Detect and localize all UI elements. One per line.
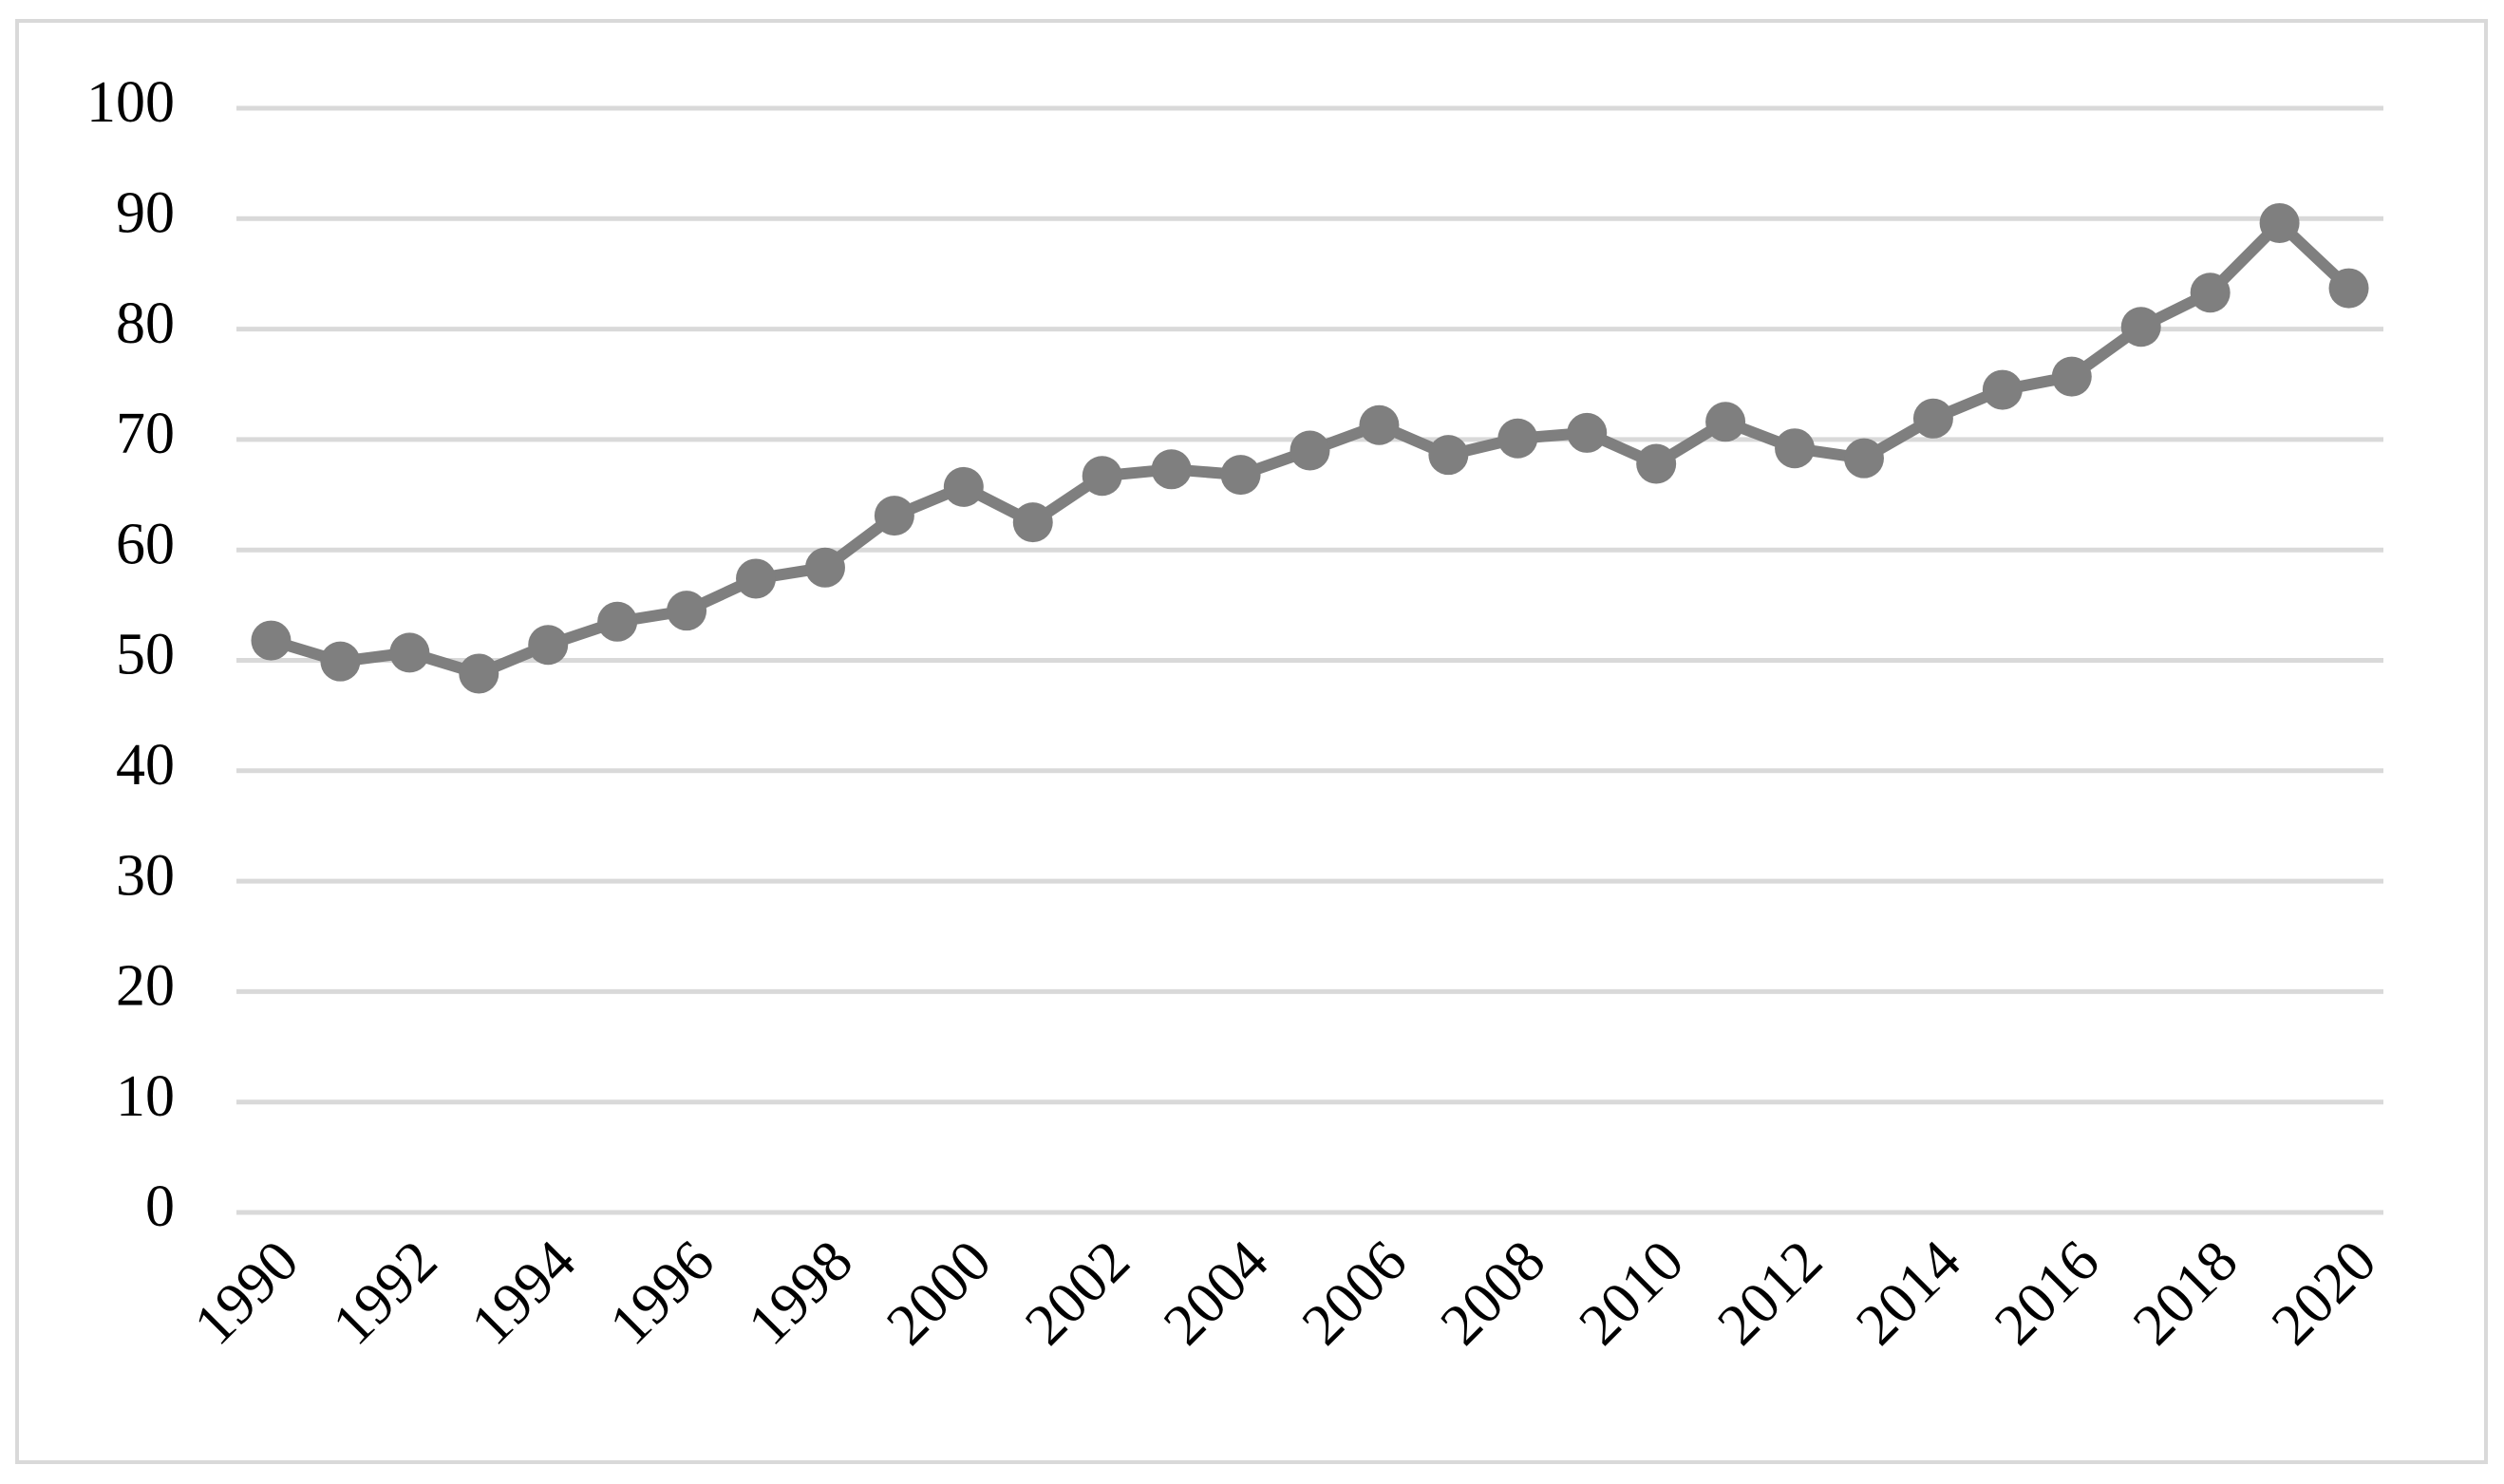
marker — [2120, 307, 2161, 348]
marker — [2259, 202, 2300, 243]
y-tick-label: 30 — [116, 843, 175, 908]
marker — [1220, 455, 1261, 496]
marker — [1636, 443, 1677, 484]
marker — [2051, 356, 2092, 397]
marker — [1151, 449, 1192, 490]
y-tick-label: 60 — [116, 512, 175, 576]
marker — [1359, 404, 1400, 445]
marker — [459, 653, 499, 694]
marker — [1705, 402, 1746, 442]
y-tick-label: 0 — [145, 1174, 175, 1239]
y-tick-label: 90 — [116, 181, 175, 246]
y-tick-label: 80 — [116, 291, 175, 356]
marker — [1912, 398, 1953, 439]
marker — [1290, 430, 1330, 471]
marker — [1982, 369, 2023, 410]
marker — [1428, 435, 1469, 476]
marker — [667, 591, 707, 631]
marker — [1775, 428, 1816, 469]
marker — [804, 547, 845, 588]
y-tick-label: 70 — [116, 402, 175, 466]
marker — [736, 558, 777, 599]
y-tick-label: 100 — [86, 70, 175, 135]
y-tick-label: 20 — [116, 954, 175, 1019]
y-tick-label: 10 — [116, 1064, 175, 1129]
marker — [2328, 268, 2369, 309]
chart-frame — [15, 19, 2488, 1464]
marker — [597, 601, 638, 642]
marker — [1012, 502, 1053, 543]
marker — [874, 496, 914, 536]
marker — [320, 641, 361, 682]
marker — [389, 632, 430, 673]
marker — [1082, 456, 1122, 497]
y-tick-label: 50 — [116, 623, 175, 687]
marker — [251, 620, 292, 661]
marker — [943, 466, 984, 507]
marker — [2190, 272, 2231, 313]
marker — [1843, 438, 1884, 479]
marker — [1567, 412, 1608, 453]
y-tick-label: 40 — [116, 733, 175, 798]
marker — [528, 625, 569, 666]
marker — [1497, 418, 1538, 459]
